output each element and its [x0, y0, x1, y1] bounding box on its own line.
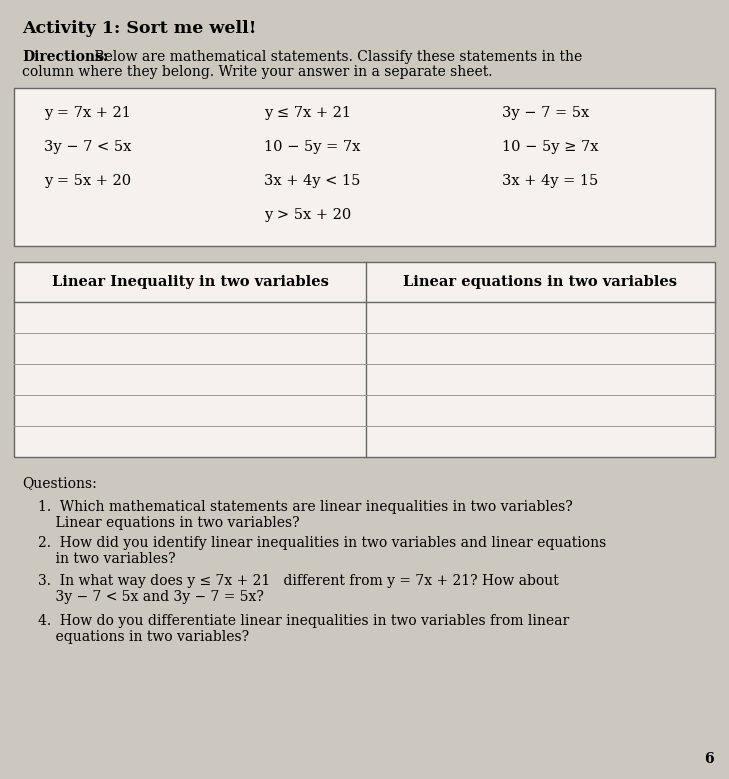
Text: Linear equations in two variables: Linear equations in two variables	[403, 275, 677, 289]
Text: Questions:: Questions:	[22, 476, 97, 490]
Text: 10 − 5y = 7x: 10 − 5y = 7x	[264, 140, 360, 154]
Text: 3x + 4y < 15: 3x + 4y < 15	[264, 174, 360, 188]
Text: Linear equations in two variables?: Linear equations in two variables?	[38, 516, 300, 530]
Text: 3y − 7 < 5x: 3y − 7 < 5x	[44, 140, 131, 154]
Text: y = 5x + 20: y = 5x + 20	[44, 174, 131, 188]
Text: column where they belong. Write your answer in a separate sheet.: column where they belong. Write your ans…	[22, 65, 493, 79]
Bar	[14, 88, 715, 246]
Text: Activity 1: Sort me well!: Activity 1: Sort me well!	[22, 20, 257, 37]
Text: y ≤ 7x + 21: y ≤ 7x + 21	[264, 106, 351, 120]
Text: 3.  In what way does y ≤ 7x + 21   different from y = 7x + 21? How about: 3. In what way does y ≤ 7x + 21 differen…	[38, 574, 558, 588]
Bar	[14, 262, 715, 457]
Text: Below are mathematical statements. Classify these statements in the: Below are mathematical statements. Class…	[90, 50, 582, 64]
Text: 1.  Which mathematical statements are linear inequalities in two variables?: 1. Which mathematical statements are lin…	[38, 500, 573, 514]
Text: 4.  How do you differentiate linear inequalities in two variables from linear: 4. How do you differentiate linear inequ…	[38, 614, 569, 628]
Text: 6: 6	[704, 752, 714, 766]
Text: 3x + 4y = 15: 3x + 4y = 15	[502, 174, 599, 188]
Text: y > 5x + 20: y > 5x + 20	[264, 208, 351, 222]
Text: in two variables?: in two variables?	[38, 552, 176, 566]
Text: equations in two variables?: equations in two variables?	[38, 630, 249, 644]
Text: 3y − 7 < 5x and 3y − 7 = 5x?: 3y − 7 < 5x and 3y − 7 = 5x?	[38, 590, 264, 604]
Text: y = 7x + 21: y = 7x + 21	[44, 106, 131, 120]
Text: Linear Inequality in two variables: Linear Inequality in two variables	[52, 275, 328, 289]
Text: 2.  How did you identify linear inequalities in two variables and linear equatio: 2. How did you identify linear inequalit…	[38, 536, 607, 550]
Text: Directions:: Directions:	[22, 50, 108, 64]
Text: 10 − 5y ≥ 7x: 10 − 5y ≥ 7x	[502, 140, 599, 154]
Text: 3y − 7 = 5x: 3y − 7 = 5x	[502, 106, 589, 120]
